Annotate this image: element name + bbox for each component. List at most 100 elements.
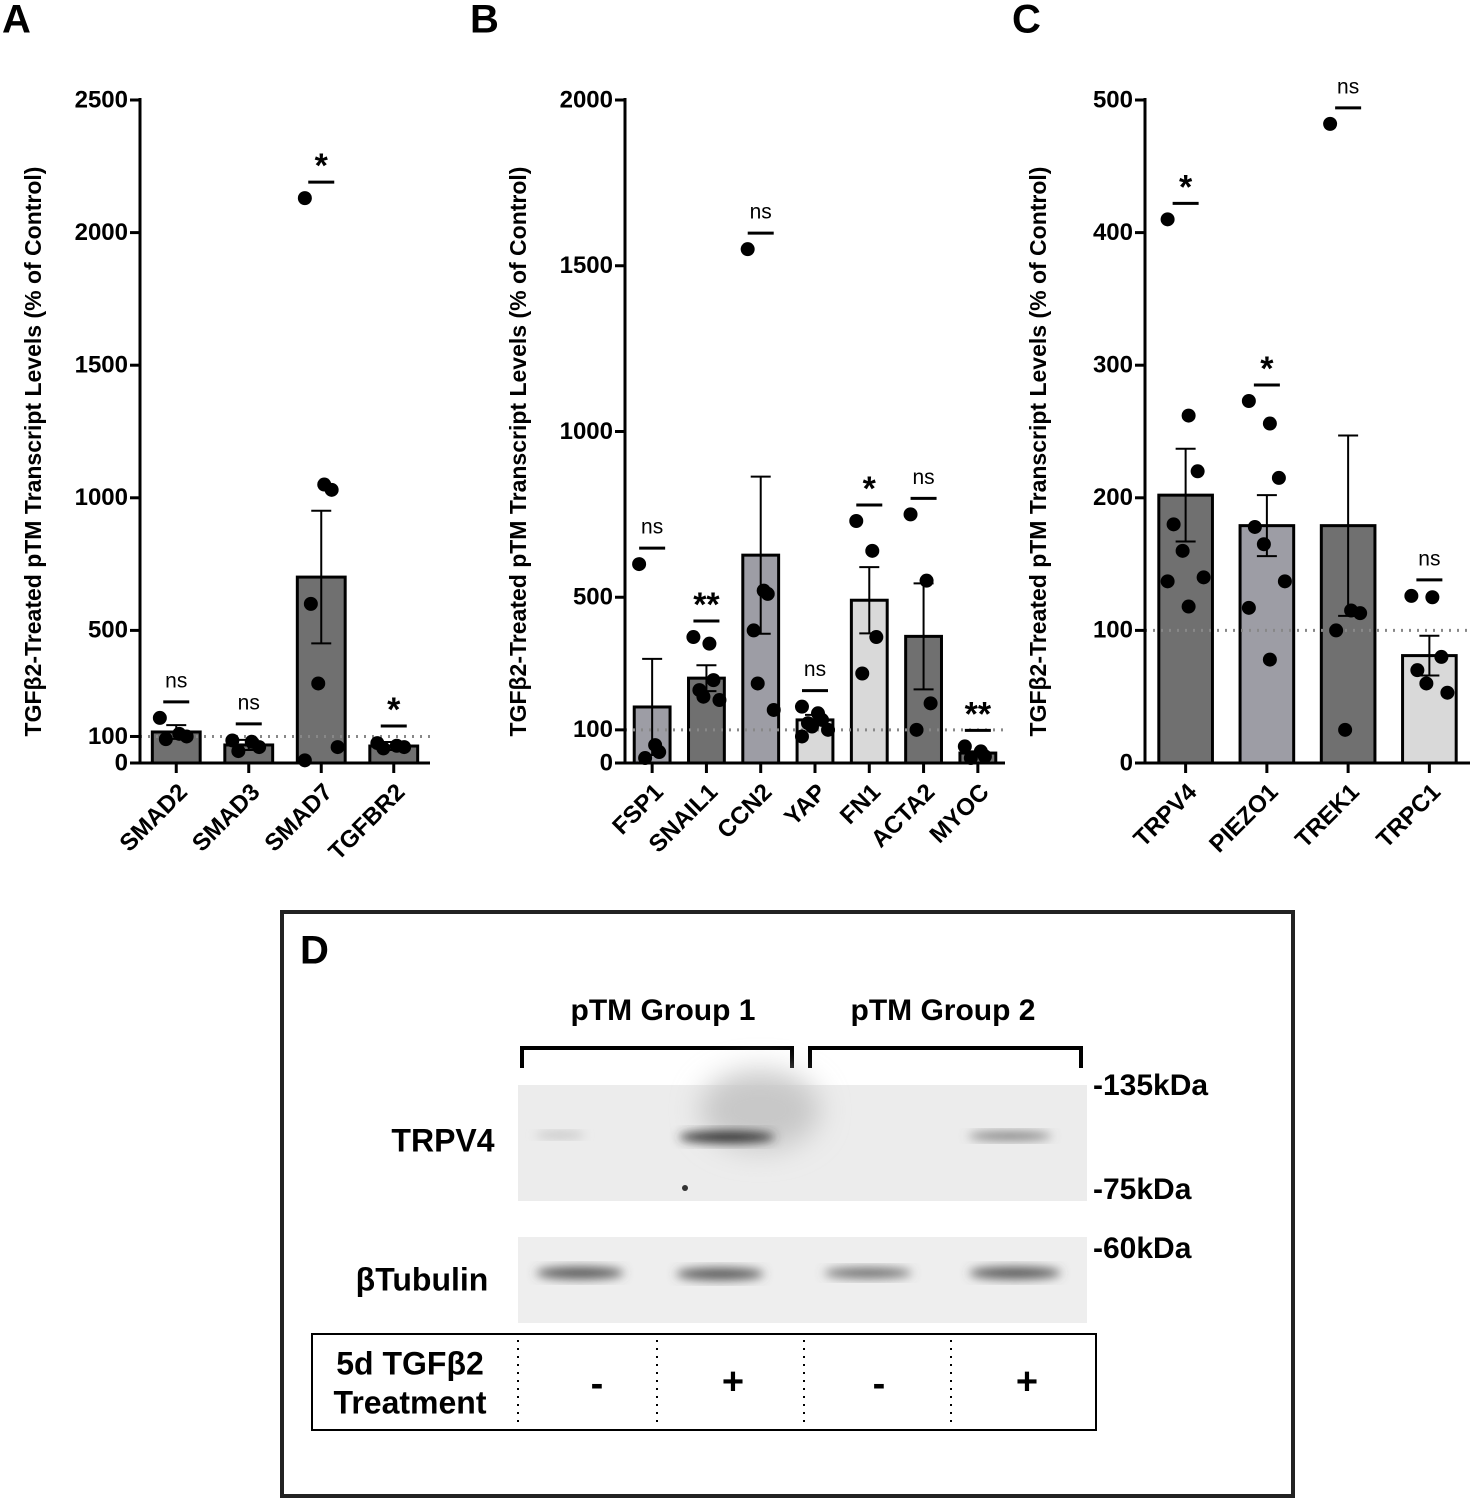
x-tick-label: TRPV4 (1129, 778, 1203, 852)
significance-label: ** (693, 586, 720, 624)
data-point (1277, 574, 1292, 589)
data-point (1181, 599, 1196, 614)
data-point (855, 666, 870, 681)
x-tick-label: SMAD2 (114, 779, 192, 857)
significance-label: * (315, 147, 329, 185)
background-smear (700, 1070, 820, 1150)
significance-label: * (1260, 350, 1274, 388)
band (968, 1132, 1052, 1140)
y-tick-label: 500 (88, 617, 128, 644)
panel-frame (280, 910, 1295, 1498)
blot-membrane (518, 1237, 1087, 1323)
y-tick-label: 2000 (560, 86, 613, 113)
bar (1238, 524, 1296, 765)
treatment-label: Treatment (334, 1384, 487, 1420)
treatment-box (311, 1333, 1097, 1431)
treatment-sign: - (873, 1363, 886, 1405)
data-point (909, 722, 924, 737)
data-point (1160, 574, 1175, 589)
data-point (702, 636, 717, 651)
data-point (977, 749, 992, 764)
x-tick-label: YAP (779, 779, 831, 831)
panel-letter: B (470, 0, 499, 42)
y-tick-label: 1000 (75, 484, 128, 511)
data-point (297, 753, 312, 768)
data-point (696, 689, 711, 704)
data-point (869, 630, 884, 645)
significance-label: ns (750, 201, 772, 224)
band-label: TRPV4 (391, 1122, 494, 1158)
significance-label: ns (912, 466, 934, 489)
error-bar (1419, 634, 1440, 677)
data-point (865, 543, 880, 558)
x-tick-label: SMAD3 (187, 779, 265, 857)
charts: A TGFβ2-Treated pTM Transcript Levels (% … (2, 0, 1470, 866)
y-tick-label: 200 (1093, 484, 1133, 511)
significance-label: * (863, 470, 877, 508)
data-point (158, 732, 173, 747)
data-point (1419, 676, 1434, 691)
data-point (1196, 570, 1211, 585)
y-tick-label: 1500 (560, 252, 613, 279)
chart: A TGFβ2-Treated pTM Transcript Levels (% … (2, 0, 430, 866)
data-point (311, 676, 326, 691)
data-point (179, 729, 194, 744)
group-label: pTM Group 1 (571, 994, 756, 1027)
spot (682, 1185, 688, 1191)
y-axis-title: TGFβ2-Treated pTM Transcript Levels (% o… (20, 167, 46, 737)
panel-letter: D (300, 929, 329, 973)
data-point (652, 745, 667, 760)
y-tick-label: 100 (88, 723, 128, 750)
data-point (1247, 519, 1262, 534)
x-tick-label: TGFBR2 (324, 779, 411, 866)
panel-letter: A (2, 0, 31, 42)
y-axis-title: TGFβ2-Treated pTM Transcript Levels (% o… (505, 167, 531, 737)
data-point (1160, 212, 1175, 227)
data-point (746, 623, 761, 638)
data-point (376, 741, 391, 756)
data-point (957, 739, 972, 754)
data-point (1241, 600, 1256, 615)
y-tick-label: 500 (1093, 86, 1133, 113)
significance-label: ns (804, 658, 826, 681)
data-point (1323, 116, 1338, 131)
significance-label: ** (965, 695, 992, 733)
data-point (805, 719, 819, 734)
significance-label: ns (165, 669, 187, 692)
data-point (686, 630, 701, 645)
y-tick-label: 500 (573, 584, 613, 611)
treatment-sign: + (722, 1361, 744, 1403)
y-tick-label: 1500 (75, 352, 128, 379)
y-axis-title: TGFβ2-Treated pTM Transcript Levels (% o… (1025, 167, 1051, 737)
group-bracket (520, 1046, 794, 1068)
band (536, 1267, 624, 1279)
y-tick-label: 1000 (560, 418, 613, 445)
y-tick-label: 100 (1093, 617, 1133, 644)
marker-label: -75kDa (1093, 1173, 1192, 1206)
data-point (821, 722, 836, 737)
data-point (1434, 649, 1449, 664)
y-tick-label: 0 (600, 749, 613, 776)
data-point (740, 242, 755, 257)
blot-panel: D pTM Group 1 pTM Group 2 -135kDa -75kDa… (280, 910, 1295, 1498)
data-point (1404, 588, 1419, 603)
data-point (297, 191, 312, 206)
data-point (324, 482, 339, 497)
data-point (330, 740, 345, 755)
data-point (1256, 537, 1271, 552)
x-tick-label: PIEZO1 (1204, 779, 1283, 858)
data-point (1440, 685, 1455, 700)
treatment-sign: - (591, 1363, 604, 1405)
significance-label: * (387, 691, 401, 729)
data-point (706, 673, 721, 688)
data-point (1425, 590, 1440, 605)
treatment-sign: + (1016, 1361, 1038, 1403)
data-point (1329, 623, 1344, 638)
band (535, 1132, 585, 1138)
data-point (794, 729, 809, 744)
data-point (1166, 517, 1181, 532)
x-tick-label: MYOC (925, 779, 995, 849)
y-tick-label: 400 (1093, 219, 1133, 246)
error-bar (1175, 447, 1196, 543)
